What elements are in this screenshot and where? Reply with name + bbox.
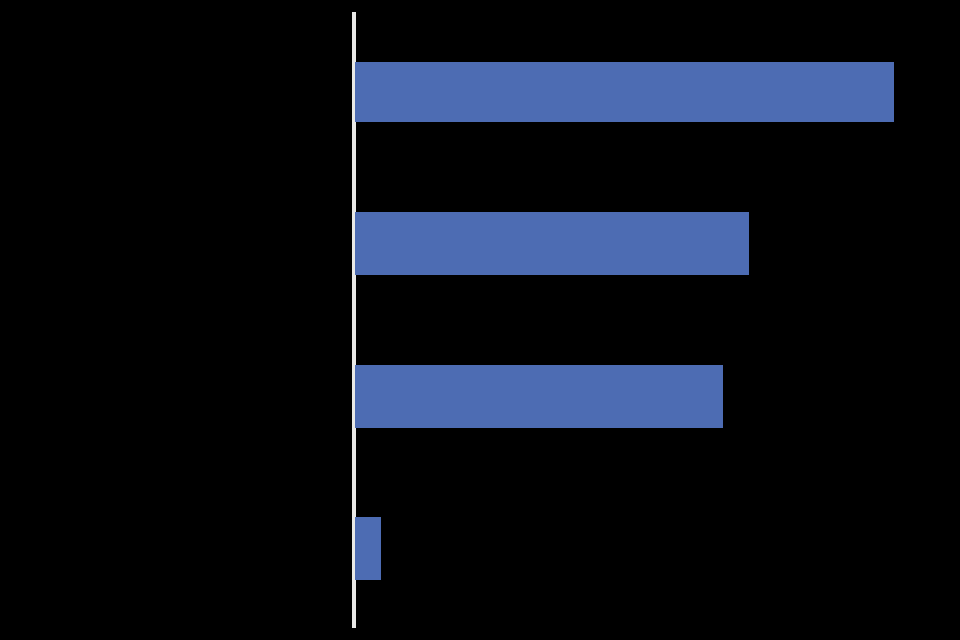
bar-3[interactable] xyxy=(355,365,723,428)
bar-1[interactable] xyxy=(355,62,894,122)
bar-4[interactable] xyxy=(355,517,381,580)
y-axis-tick-labels xyxy=(0,0,352,640)
bar-2[interactable] xyxy=(355,212,749,275)
value-axis-spine xyxy=(352,12,356,628)
